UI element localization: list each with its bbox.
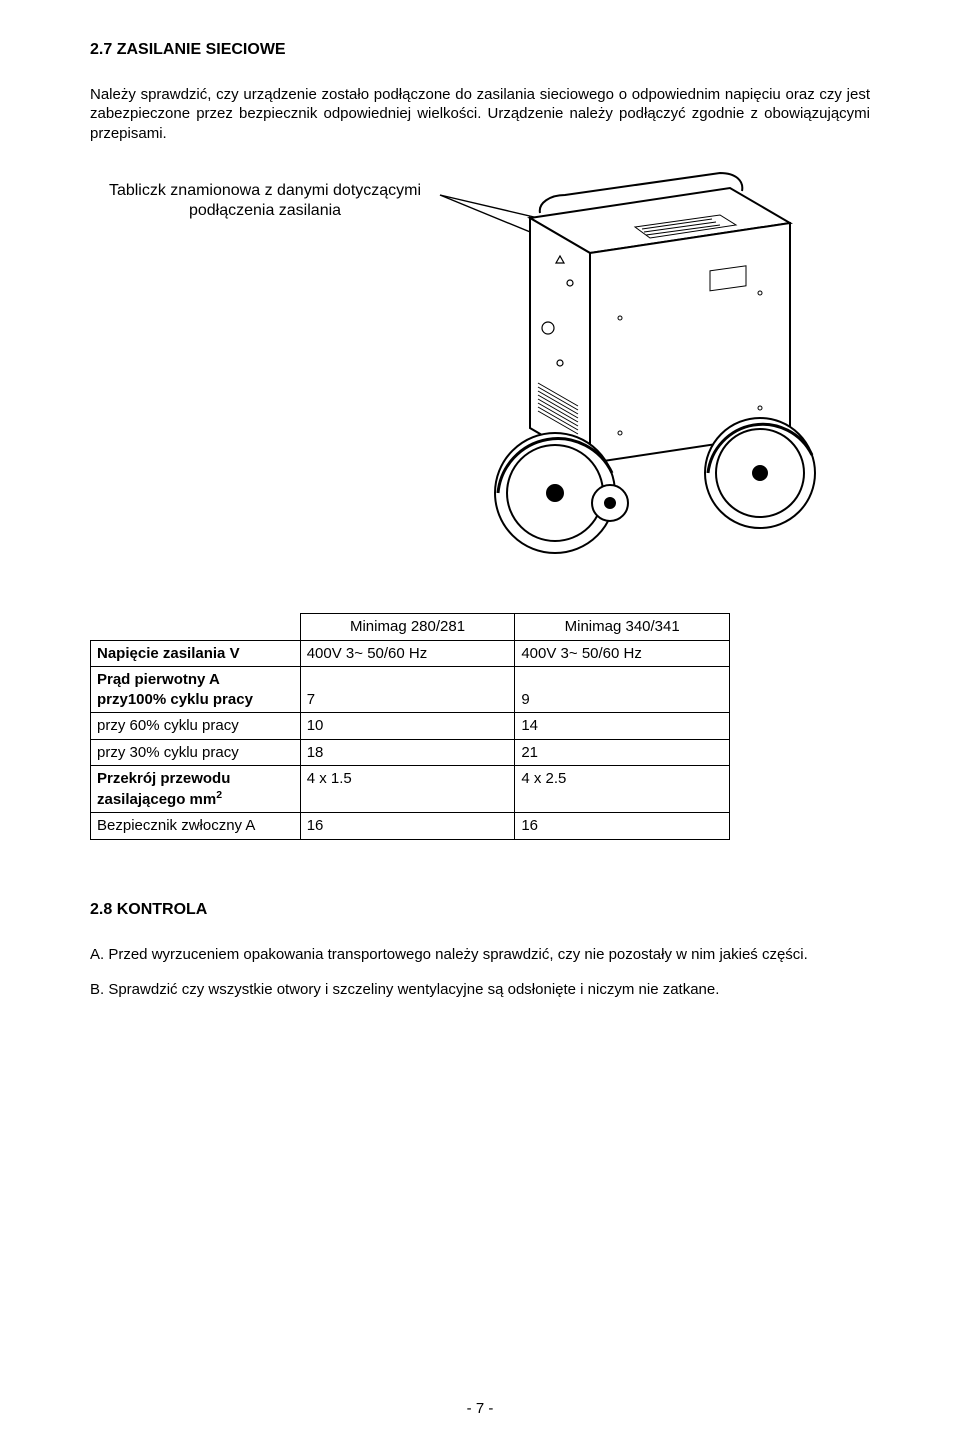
table-row: przy 60% cyklu pracy 10 14	[91, 713, 730, 740]
row-val1: 18	[300, 739, 515, 766]
section-2-8-item-b: B. Sprawdzić czy wszystkie otwory i szcz…	[90, 980, 870, 1000]
page-number: - 7 -	[0, 1399, 960, 1419]
table-row: Prąd pierwotny Aprzy100% cyklu pracy 7 9	[91, 667, 730, 713]
row-val1: 16	[300, 813, 515, 840]
row-val2: 4 x 2.5	[515, 766, 730, 813]
row-val1: 10	[300, 713, 515, 740]
row-label: Prąd pierwotny Aprzy100% cyklu pracy	[91, 667, 301, 713]
row-val2: 16	[515, 813, 730, 840]
row-label: Bezpiecznik zwłoczny A	[91, 813, 301, 840]
section-2-8-item-a: A. Przed wyrzuceniem opakowania transpor…	[90, 945, 870, 965]
section-2-7-title: 2.7 ZASILANIE SIECIOWE	[90, 40, 870, 61]
row-val1: 4 x 1.5	[300, 766, 515, 813]
row-label: przy 60% cyklu pracy	[91, 713, 301, 740]
row-val2: 14	[515, 713, 730, 740]
row-val2: 9	[515, 667, 730, 713]
row-label: Napięcie zasilania V	[91, 640, 301, 667]
table-row: Napięcie zasilania V 400V 3~ 50/60 Hz 40…	[91, 640, 730, 667]
specification-table: Minimag 280/281 Minimag 340/341 Napięcie…	[90, 613, 730, 840]
table-row: Przekrój przewoduzasilającego mm2 4 x 1.…	[91, 766, 730, 813]
table-row: Bezpiecznik zwłoczny A 16 16	[91, 813, 730, 840]
row-val2: 400V 3~ 50/60 Hz	[515, 640, 730, 667]
section-2-7-para: Należy sprawdzić, czy urządzenie zostało…	[90, 85, 870, 144]
row-val1: 7	[300, 667, 515, 713]
row-val2: 21	[515, 739, 730, 766]
welding-machine-illustration	[410, 163, 840, 583]
row-label: przy 30% cyklu pracy	[91, 739, 301, 766]
row-label: Przekrój przewoduzasilającego mm2	[91, 766, 301, 813]
table-row: przy 30% cyklu pracy 18 21	[91, 739, 730, 766]
machine-figure: Tabliczk znamionowa z danymi dotyczącymi…	[90, 163, 870, 583]
table-head-col2: Minimag 340/341	[515, 614, 730, 641]
section-2-8-title: 2.8 KONTROLA	[90, 900, 870, 921]
row-val1: 400V 3~ 50/60 Hz	[300, 640, 515, 667]
table-head-col1: Minimag 280/281	[300, 614, 515, 641]
